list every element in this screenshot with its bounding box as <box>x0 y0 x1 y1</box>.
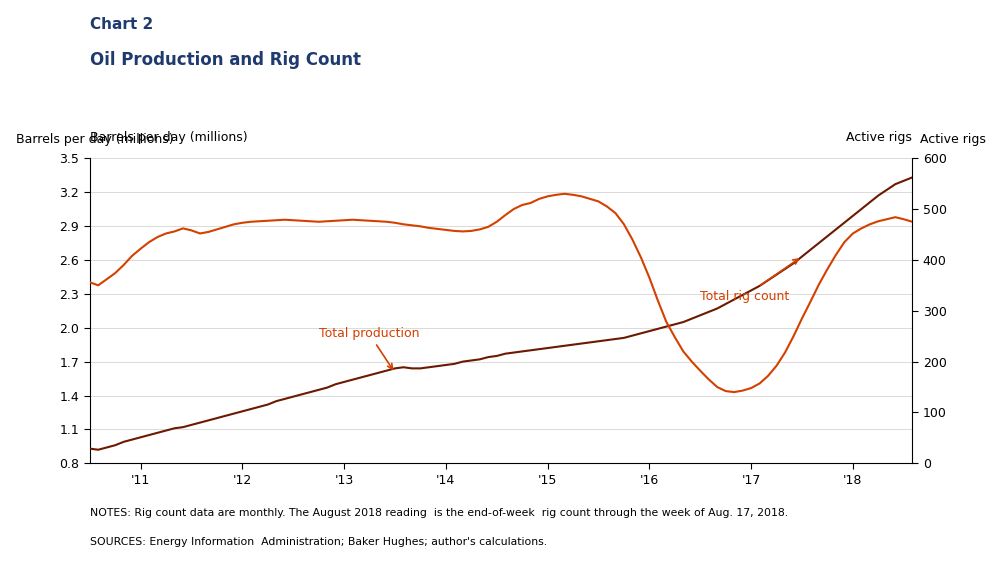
Text: NOTES: Rig count data are monthly. The August 2018 reading  is the end-of-week  : NOTES: Rig count data are monthly. The A… <box>90 508 788 519</box>
Text: Barrels per day (millions): Barrels per day (millions) <box>90 131 247 144</box>
Text: Barrels per day (millions): Barrels per day (millions) <box>16 133 173 146</box>
Text: Total production: Total production <box>319 327 419 369</box>
Text: Active rigs: Active rigs <box>846 131 912 144</box>
Text: Total rig count: Total rig count <box>700 259 799 303</box>
Text: Chart 2: Chart 2 <box>90 17 153 32</box>
Text: SOURCES: Energy Information  Administration; Baker Hughes; author's calculations: SOURCES: Energy Information Administrati… <box>90 537 547 547</box>
Text: Oil Production and Rig Count: Oil Production and Rig Count <box>90 51 361 69</box>
Text: Active rigs: Active rigs <box>920 133 986 146</box>
